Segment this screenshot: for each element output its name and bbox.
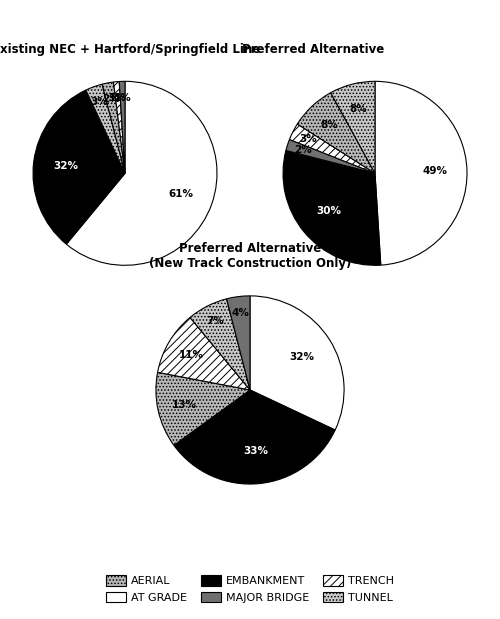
Wedge shape xyxy=(119,81,125,173)
Text: 1%: 1% xyxy=(114,93,132,103)
Wedge shape xyxy=(114,82,125,173)
Text: 8%: 8% xyxy=(350,104,368,114)
Wedge shape xyxy=(226,296,250,390)
Wedge shape xyxy=(66,81,217,266)
Wedge shape xyxy=(158,318,250,390)
Wedge shape xyxy=(33,90,125,245)
Text: 32%: 32% xyxy=(53,161,78,171)
Wedge shape xyxy=(156,373,250,445)
Text: 13%: 13% xyxy=(172,400,196,410)
Text: 3%: 3% xyxy=(299,134,316,144)
Text: 4%: 4% xyxy=(232,308,250,318)
Text: 7%: 7% xyxy=(206,316,224,326)
Text: 8%: 8% xyxy=(321,120,338,130)
Wedge shape xyxy=(375,81,467,265)
Text: 30%: 30% xyxy=(316,207,342,217)
Wedge shape xyxy=(102,82,125,173)
Wedge shape xyxy=(330,81,375,173)
Wedge shape xyxy=(86,84,125,173)
Wedge shape xyxy=(290,124,375,173)
Text: 61%: 61% xyxy=(169,189,194,199)
Text: Existing NEC + Hartford/Springfield Line: Existing NEC + Hartford/Springfield Line xyxy=(0,43,260,56)
Text: 2%: 2% xyxy=(102,94,120,104)
Text: 1%: 1% xyxy=(109,93,127,103)
Legend: AERIAL, AT GRADE, EMBANKMENT, MAJOR BRIDGE, TRENCH, TUNNEL: AERIAL, AT GRADE, EMBANKMENT, MAJOR BRID… xyxy=(102,571,399,607)
Wedge shape xyxy=(298,93,375,173)
Wedge shape xyxy=(286,139,375,173)
Text: 11%: 11% xyxy=(179,350,204,360)
Wedge shape xyxy=(174,390,335,484)
Text: 32%: 32% xyxy=(289,352,314,362)
Wedge shape xyxy=(283,150,381,266)
Text: 3%: 3% xyxy=(90,97,108,107)
Text: 2%: 2% xyxy=(294,145,312,155)
Text: Preferred Alternative: Preferred Alternative xyxy=(242,43,384,56)
Title: Preferred Alternative
(New Track Construction Only): Preferred Alternative (New Track Constru… xyxy=(149,242,351,270)
Wedge shape xyxy=(190,299,250,390)
Wedge shape xyxy=(250,296,344,430)
Text: 49%: 49% xyxy=(422,167,448,176)
Text: 33%: 33% xyxy=(244,446,268,456)
